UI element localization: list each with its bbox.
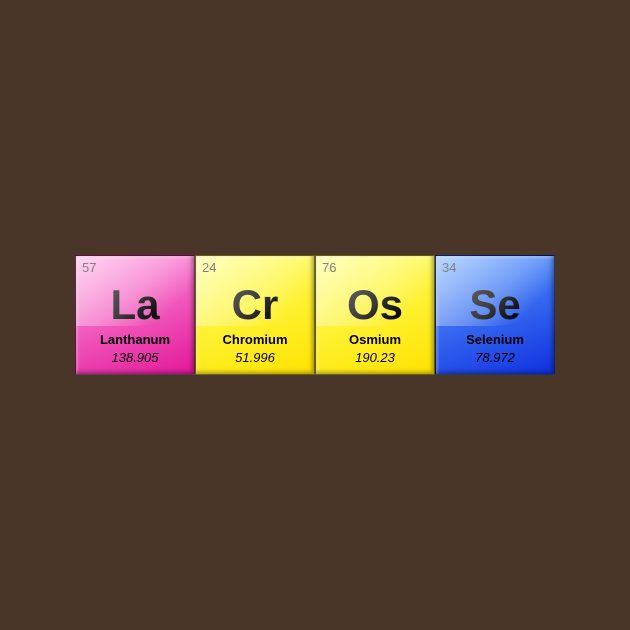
atomic-number: 34 bbox=[442, 260, 456, 275]
element-tile-se: 34 Se Selenium 78.972 bbox=[435, 255, 555, 375]
element-name: Osmium bbox=[316, 332, 434, 347]
element-symbol: Cr bbox=[196, 284, 314, 326]
element-tile-la: 57 La Lanthanum 138.905 bbox=[75, 255, 195, 375]
element-tile-cr: 24 Cr Chromium 51.996 bbox=[195, 255, 315, 375]
atomic-number: 76 bbox=[322, 260, 336, 275]
atomic-mass: 190.23 bbox=[316, 350, 434, 365]
element-name: Lanthanum bbox=[76, 332, 194, 347]
atomic-mass: 78.972 bbox=[436, 350, 554, 365]
atomic-number: 57 bbox=[82, 260, 96, 275]
element-name: Chromium bbox=[196, 332, 314, 347]
atomic-mass: 51.996 bbox=[196, 350, 314, 365]
element-tiles-row: 57LaLanthanum138.90524CrChromium51.99676… bbox=[75, 255, 555, 375]
atomic-number: 24 bbox=[202, 260, 216, 275]
element-symbol: La bbox=[76, 284, 194, 326]
element-name: Selenium bbox=[436, 332, 554, 347]
atomic-mass: 138.905 bbox=[76, 350, 194, 365]
element-symbol: Os bbox=[316, 284, 434, 326]
element-symbol: Se bbox=[436, 284, 554, 326]
element-tile-os: 76 Os Osmium 190.23 bbox=[315, 255, 435, 375]
